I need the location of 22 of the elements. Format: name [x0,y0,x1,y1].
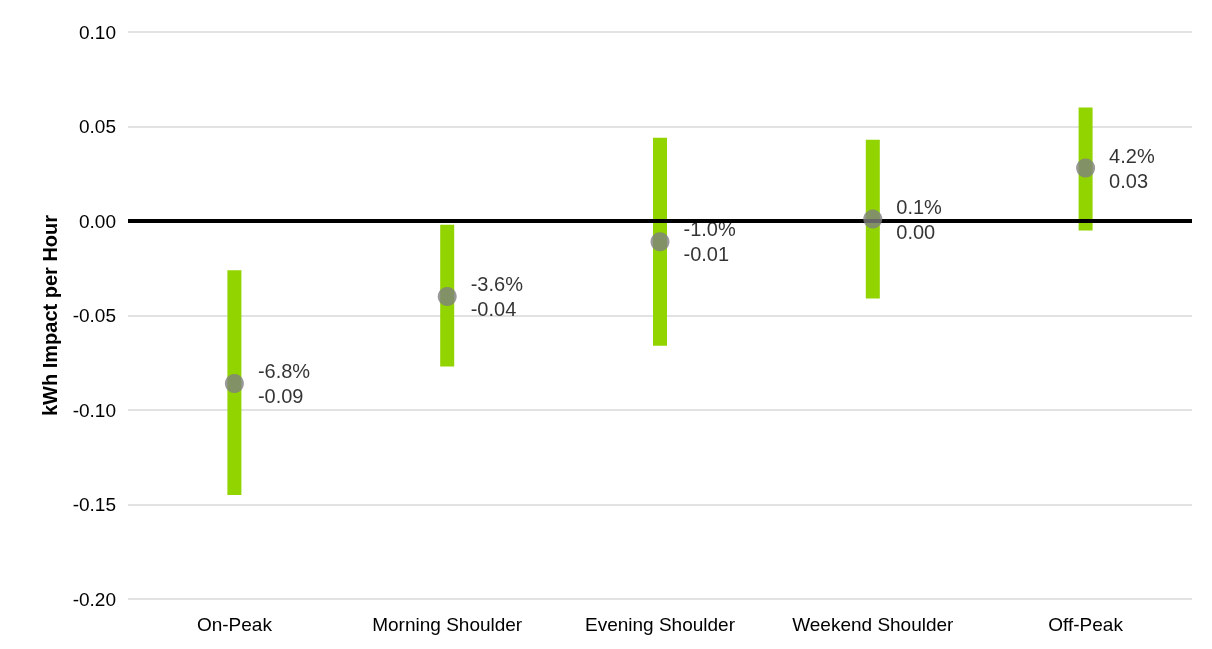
point [650,232,670,252]
point [437,287,457,307]
x-tick-label: On-Peak [196,614,273,635]
x-tick-label: Evening Shoulder [585,614,736,635]
x-tick-label: Off-Peak [1048,614,1124,635]
y-tick-label: 0.05 [79,116,116,137]
x-tick-label: Weekend Shoulder [792,614,955,635]
data-label: 4.2% 0.03 [1109,144,1155,192]
point [863,209,883,229]
data-label: -6.8% -0.09 [257,360,311,408]
y-axis-title: kWh Impact per Hour [39,214,61,417]
y-tick-label: -0.05 [72,305,116,326]
data-label: -3.6% -0.04 [470,273,524,321]
x-tick-label: Morning Shoulder [372,614,523,635]
y-tick-label: -0.10 [72,399,116,421]
y-tick-label: -0.15 [72,494,116,515]
data-label: 0.1% 0.00 [896,195,943,243]
y-tick-label: 0.10 [79,21,116,43]
point [224,374,244,394]
y-tick-label: 0.00 [79,210,116,232]
y-tick-label: -0.20 [72,588,116,610]
point [1076,158,1096,178]
